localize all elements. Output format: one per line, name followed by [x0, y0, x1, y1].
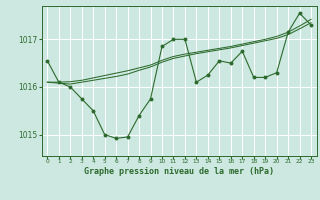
X-axis label: Graphe pression niveau de la mer (hPa): Graphe pression niveau de la mer (hPa) [84, 167, 274, 176]
